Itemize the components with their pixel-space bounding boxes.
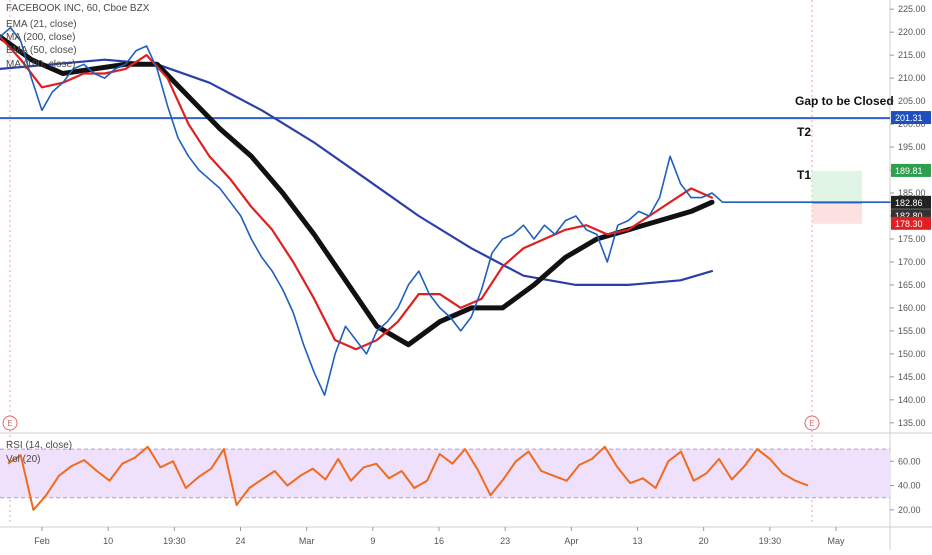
series-ma200 — [0, 58, 714, 286]
target-zone-profit — [812, 170, 862, 203]
annotation-t2: T2 — [797, 125, 812, 139]
legend-ema21[interactable]: EMA (21, close) — [6, 19, 77, 30]
price-label-3: 182.80 — [895, 211, 923, 221]
series-ema50 — [0, 34, 715, 348]
legend-ma100[interactable]: MA (100, close) — [6, 59, 76, 70]
chart-title: FACEBOOK INC, 60, Cboe BZX — [6, 3, 150, 14]
price-label-bg-4 — [891, 216, 931, 230]
y-tick-label-13: 200.00 — [898, 119, 926, 129]
y-tick-label-7: 170.00 — [898, 257, 926, 267]
series-rsi — [7, 445, 809, 511]
x-tick-label-12: May — [827, 536, 845, 546]
x-tick-label-11: 19:30 — [759, 536, 782, 546]
x-tick-label-5: 9 — [370, 536, 375, 546]
x-tick-label-10: 20 — [699, 536, 709, 546]
y-tick-label-3: 150.00 — [898, 349, 926, 359]
x-tick-label-2: 19:30 — [163, 536, 186, 546]
price-label-4: 178.30 — [895, 219, 923, 229]
y-tick-label-17: 220.00 — [898, 27, 926, 37]
series-price — [0, 26, 891, 397]
legend-ma200[interactable]: MA (200, close) — [6, 32, 76, 43]
y-tick-label-18: 225.00 — [898, 4, 926, 14]
y-tick-label-0: 135.00 — [898, 418, 926, 428]
y-tick-label-5: 160.00 — [898, 303, 926, 313]
rsi-tick-label-1: 40.00 — [898, 481, 921, 491]
x-tick-label-3: 24 — [235, 536, 245, 546]
y-tick-label-12: 195.00 — [898, 142, 926, 152]
price-label-2: 182.86 — [895, 198, 923, 208]
x-tick-label-1: 10 — [103, 536, 113, 546]
legend-vol[interactable]: Vol (20) — [6, 454, 41, 465]
y-tick-label-14: 205.00 — [898, 96, 926, 106]
earnings-marker-0 — [2, 415, 18, 431]
x-tick-label-4: Mar — [299, 536, 315, 546]
rsi-band-fill — [0, 449, 890, 498]
x-tick-label-8: Apr — [564, 536, 578, 546]
price-label-0: 201.31 — [895, 113, 923, 123]
earnings-marker-1 — [804, 415, 820, 431]
y-tick-label-10: 185.00 — [898, 188, 926, 198]
x-tick-label-9: 13 — [632, 536, 642, 546]
legend-rsi[interactable]: RSI (14, close) — [6, 440, 73, 451]
target-zone-stop — [812, 202, 862, 224]
rsi-tick-label-2: 60.00 — [898, 456, 921, 466]
earnings-marker-label-1: E — [809, 419, 814, 428]
legend-ema50[interactable]: EMA (50, close) — [6, 45, 77, 56]
y-tick-label-4: 155.00 — [898, 326, 926, 336]
annotation-t1: T1 — [797, 168, 812, 182]
y-tick-label-16: 215.00 — [898, 50, 926, 60]
annotation-gap: Gap to be Closed — [795, 94, 894, 108]
price-label-bg-2 — [891, 195, 931, 209]
x-tick-label-7: 23 — [500, 536, 510, 546]
price-axis-bg — [890, 0, 932, 550]
y-tick-label-2: 145.00 — [898, 372, 926, 382]
price-label-1: 189.81 — [895, 166, 923, 176]
price-label-bg-0 — [891, 111, 931, 125]
series-ema21 — [0, 35, 714, 351]
price-label-bg-1 — [891, 163, 931, 177]
x-tick-label-6: 16 — [434, 536, 444, 546]
rsi-tick-label-0: 20.00 — [898, 505, 921, 515]
y-tick-label-15: 210.00 — [898, 73, 926, 83]
earnings-marker-label-0: E — [7, 419, 12, 428]
y-tick-label-1: 140.00 — [898, 395, 926, 405]
y-tick-label-8: 175.00 — [898, 234, 926, 244]
y-tick-label-6: 165.00 — [898, 280, 926, 290]
x-tick-label-0: Feb — [34, 536, 50, 546]
